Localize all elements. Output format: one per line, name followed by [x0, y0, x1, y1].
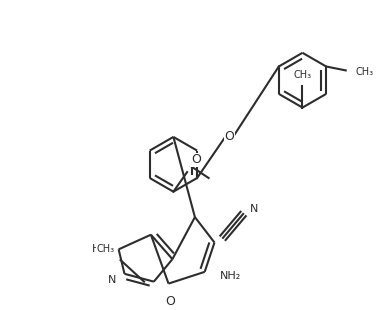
Text: N: N [250, 204, 258, 214]
Text: CH₃: CH₃ [97, 244, 115, 254]
Text: CH₃: CH₃ [293, 70, 312, 80]
Text: O: O [165, 295, 175, 308]
Text: O: O [224, 131, 234, 144]
Text: CH₃: CH₃ [356, 67, 374, 78]
Text: O: O [191, 153, 201, 166]
Text: HN: HN [92, 244, 109, 255]
Text: N: N [108, 275, 117, 285]
Text: NH₂: NH₂ [220, 271, 241, 281]
